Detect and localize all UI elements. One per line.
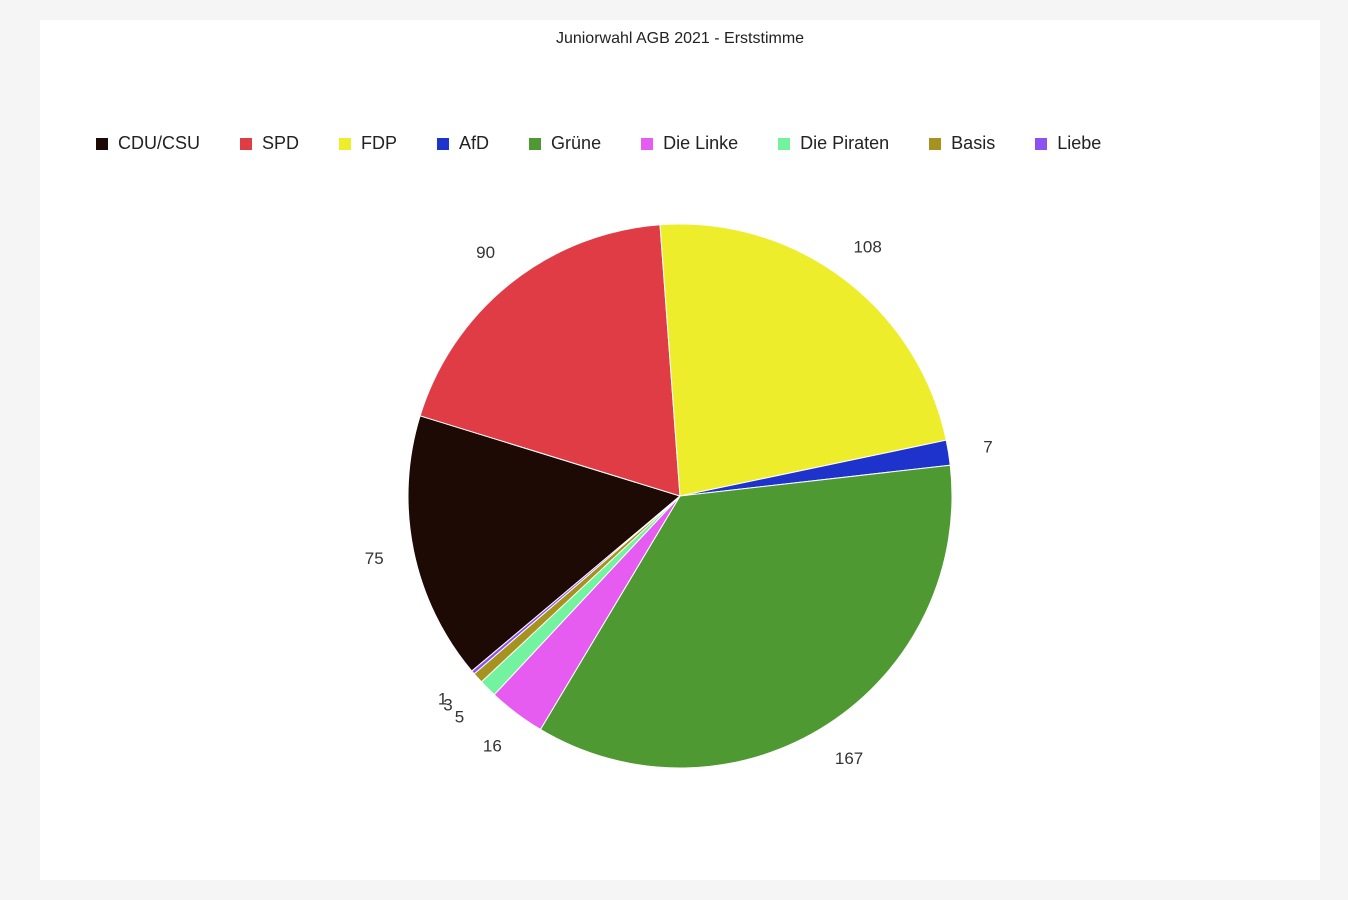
legend-label: CDU/CSU	[118, 133, 201, 153]
chart-title: Juniorwahl AGB 2021 - Erststimme	[555, 30, 805, 47]
chart-card: Juniorwahl AGB 2021 - Erststimme CDU/CSU…	[40, 20, 1320, 880]
legend-item[interactable]: Basis	[929, 133, 995, 154]
legend-item[interactable]: Grüne	[529, 133, 601, 154]
pie-chart: 75 90 108 7 167 16 531	[365, 223, 993, 769]
slice-value-label: 3	[443, 696, 452, 715]
legend-label: AfD	[459, 133, 490, 153]
legend-swatch	[437, 137, 450, 150]
legend-label: Basis	[951, 133, 996, 153]
legend-item[interactable]: SPD	[240, 133, 299, 154]
legend-swatch	[641, 137, 654, 150]
legend-swatch	[339, 137, 352, 150]
slice-value-label: 75	[365, 549, 384, 568]
pie-slice[interactable]	[419, 224, 681, 497]
legend-label: Die Piraten	[800, 133, 890, 153]
pie-slice[interactable]	[407, 415, 682, 672]
legend-swatch	[1035, 137, 1048, 150]
chart-legend: CDU/CSU SPD FDP AfD Grüne Die Linke Die Pirate…	[96, 133, 1141, 154]
legend-item[interactable]: Die Piraten	[778, 133, 889, 154]
legend-swatch	[778, 137, 791, 150]
slice-value-label: 1	[438, 689, 447, 708]
legend-label: Grüne	[551, 133, 602, 153]
slice-value-label: 7	[983, 437, 992, 456]
pie-slice[interactable]	[659, 223, 947, 497]
pie-slice[interactable]	[471, 495, 681, 675]
legend-item[interactable]: CDU/CSU	[96, 133, 200, 154]
slice-value-label: 108	[853, 238, 881, 257]
legend-label: Liebe	[1057, 133, 1102, 153]
slice-value-label: 90	[476, 243, 495, 262]
slice-value-label: 5	[455, 708, 464, 727]
legend-item[interactable]: Die Linke	[641, 133, 738, 154]
legend-swatch	[929, 137, 942, 150]
legend-label: SPD	[262, 133, 300, 153]
legend-item[interactable]: AfD	[437, 133, 489, 154]
legend-label: Die Linke	[663, 133, 739, 153]
legend-swatch	[96, 137, 108, 150]
slice-value-label: 16	[483, 736, 502, 755]
legend-item[interactable]: Liebe	[1035, 133, 1101, 154]
legend-item[interactable]: FDP	[339, 133, 397, 154]
pie-slice[interactable]	[539, 464, 953, 769]
legend-swatch	[240, 137, 253, 150]
legend-swatch	[529, 137, 542, 150]
legend-label: FDP	[361, 133, 398, 153]
slice-value-label: 167	[835, 749, 863, 768]
